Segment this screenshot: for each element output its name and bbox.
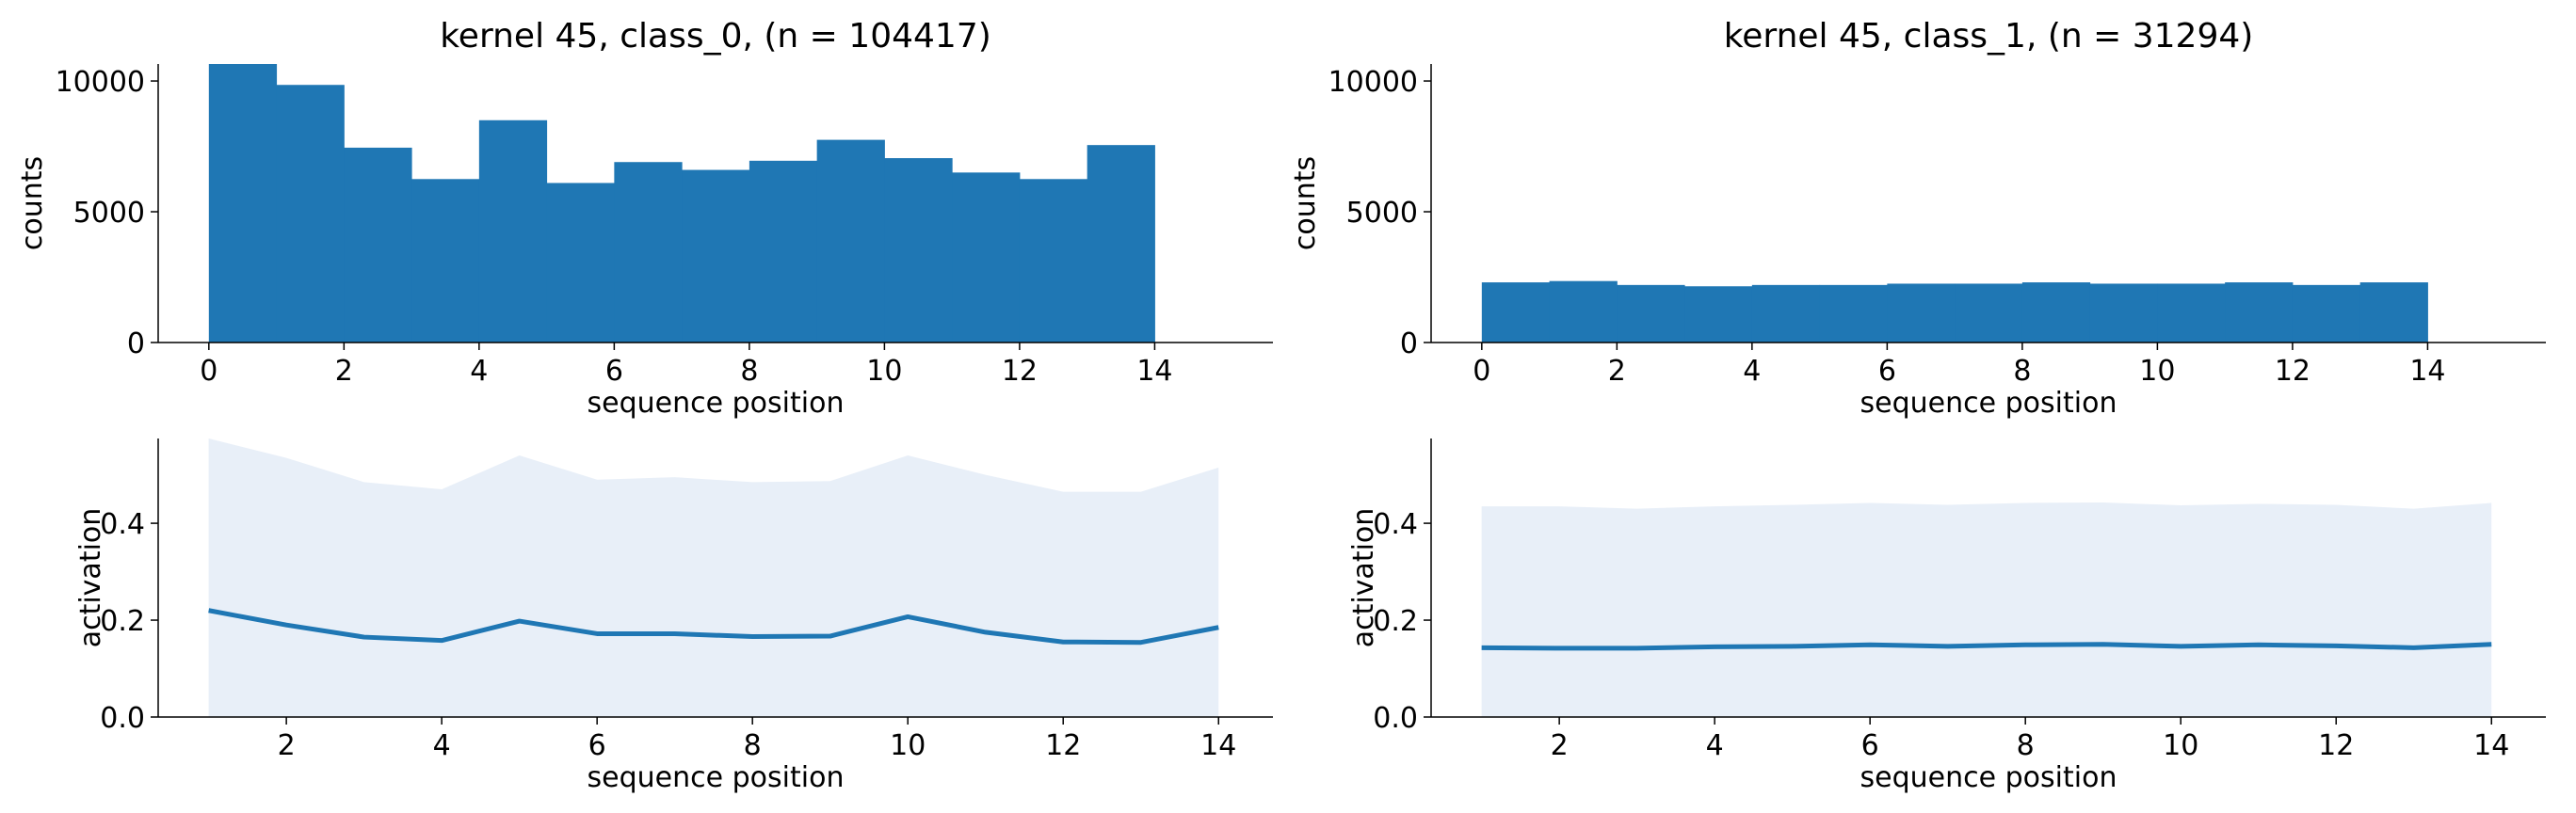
histogram-bar <box>2157 283 2226 343</box>
y-tick-label: 10000 <box>1328 66 1418 99</box>
histogram-bar <box>749 160 818 343</box>
y-axis-label: counts <box>16 156 49 250</box>
x-tick-label: 2 <box>1608 355 1626 388</box>
histogram-bar <box>2292 284 2361 343</box>
histogram-bar <box>2089 283 2158 343</box>
y-tick-label: 5000 <box>73 197 145 230</box>
x-tick-label: 12 <box>2318 729 2354 762</box>
histogram-bar <box>1087 145 1155 343</box>
chart-title: kernel 45, class_1, (n = 31294) <box>1724 17 2254 56</box>
x-tick-label: 4 <box>470 355 488 388</box>
x-tick-label: 8 <box>2013 355 2031 388</box>
activation-band <box>1481 502 2492 717</box>
x-tick-label: 14 <box>1200 729 1236 762</box>
histogram-bar <box>614 162 683 343</box>
y-axis-label: activation <box>1347 508 1380 648</box>
y-tick-label: 5000 <box>1346 197 1418 230</box>
x-axis-label: sequence position <box>1860 761 2117 794</box>
x-tick-label: 14 <box>2473 729 2509 762</box>
x-tick-label: 14 <box>1136 355 1172 388</box>
chart-panel-top-right: 0 2 4 6 8 10 12 14 0 5000 10000 sequence position co… <box>1289 17 2546 420</box>
histogram-bar <box>276 85 345 343</box>
activation-mean-line <box>208 608 1219 646</box>
x-tick-label: 2 <box>335 355 353 388</box>
y-tick-label: 0.2 <box>1373 605 1418 638</box>
chart-panel-top-left: 0 2 4 6 8 10 12 14 0 5000 10000 sequence position co… <box>16 17 1273 420</box>
histogram-bar <box>1481 282 1551 343</box>
x-tick-label: 10 <box>866 355 902 388</box>
y-tick-label: 0 <box>127 327 145 360</box>
x-tick-label: 6 <box>1861 729 1879 762</box>
x-tick-label: 2 <box>1551 729 1569 762</box>
histogram-bar <box>344 147 412 343</box>
histogram-bar <box>478 120 548 343</box>
histogram-bar <box>2225 282 2294 343</box>
histogram-bar <box>208 64 278 343</box>
histogram-bar <box>816 139 885 343</box>
x-tick-label: 12 <box>1045 729 1081 762</box>
histogram-bar <box>2021 282 2091 343</box>
y-tick-label: 0.4 <box>100 508 145 541</box>
x-tick-label: 6 <box>1878 355 1896 388</box>
x-axis-label: sequence position <box>588 761 845 794</box>
x-tick-label: 14 <box>2409 355 2445 388</box>
y-tick-label: 0.0 <box>1373 702 1418 735</box>
histogram-bar <box>1751 284 1821 343</box>
x-tick-label: 10 <box>890 729 926 762</box>
y-tick-label: 0.4 <box>1373 508 1418 541</box>
x-tick-label: 4 <box>1706 729 1724 762</box>
histogram-bar <box>1617 284 1685 343</box>
x-tick-label: 4 <box>433 729 451 762</box>
x-tick-label: 0 <box>200 355 217 388</box>
histogram-bar <box>411 179 480 343</box>
histogram-bar <box>546 183 615 343</box>
chart-title: kernel 45, class_0, (n = 104417) <box>440 17 991 56</box>
y-tick-label: 10000 <box>56 66 145 99</box>
x-tick-label: 12 <box>1002 355 1038 388</box>
chart-panel-bottom-left: 2 4 6 8 10 12 14 0.0 0.2 0.4 sequence position acti… <box>74 438 1273 794</box>
histogram-bar <box>1019 179 1088 343</box>
histogram-bar <box>1955 283 2023 343</box>
histogram-bar <box>1549 280 1618 343</box>
histogram-bar <box>1887 283 1956 343</box>
y-axis-label: counts <box>1289 156 1322 250</box>
y-axis-label: activation <box>74 508 107 648</box>
activation-mean-line <box>1481 642 2492 651</box>
histogram-bar <box>682 169 750 343</box>
x-tick-label: 0 <box>1473 355 1490 388</box>
activation-band <box>208 438 1219 717</box>
x-tick-label: 8 <box>740 355 758 388</box>
x-tick-label: 10 <box>2163 729 2198 762</box>
x-tick-label: 8 <box>744 729 762 762</box>
x-axis-label: sequence position <box>588 387 845 420</box>
histogram-bar <box>952 172 1021 343</box>
x-tick-label: 6 <box>605 355 623 388</box>
y-tick-label: 0.0 <box>100 702 145 735</box>
histogram-bar <box>1684 286 1753 343</box>
histogram-bar <box>2359 282 2428 343</box>
x-tick-label: 6 <box>588 729 606 762</box>
x-tick-label: 10 <box>2139 355 2175 388</box>
x-axis-label: sequence position <box>1860 387 2117 420</box>
y-tick-label: 0 <box>1400 327 1418 360</box>
x-tick-label: 8 <box>2017 729 2035 762</box>
x-tick-label: 12 <box>2275 355 2310 388</box>
chart-panel-bottom-right: 2 4 6 8 10 12 14 0.0 0.2 0.4 sequence position acti… <box>1347 438 2546 794</box>
y-tick-label: 0.2 <box>100 605 145 638</box>
x-tick-label: 4 <box>1743 355 1761 388</box>
histogram-bar <box>1819 284 1888 343</box>
x-tick-label: 2 <box>278 729 296 762</box>
histogram-bar <box>884 158 953 343</box>
